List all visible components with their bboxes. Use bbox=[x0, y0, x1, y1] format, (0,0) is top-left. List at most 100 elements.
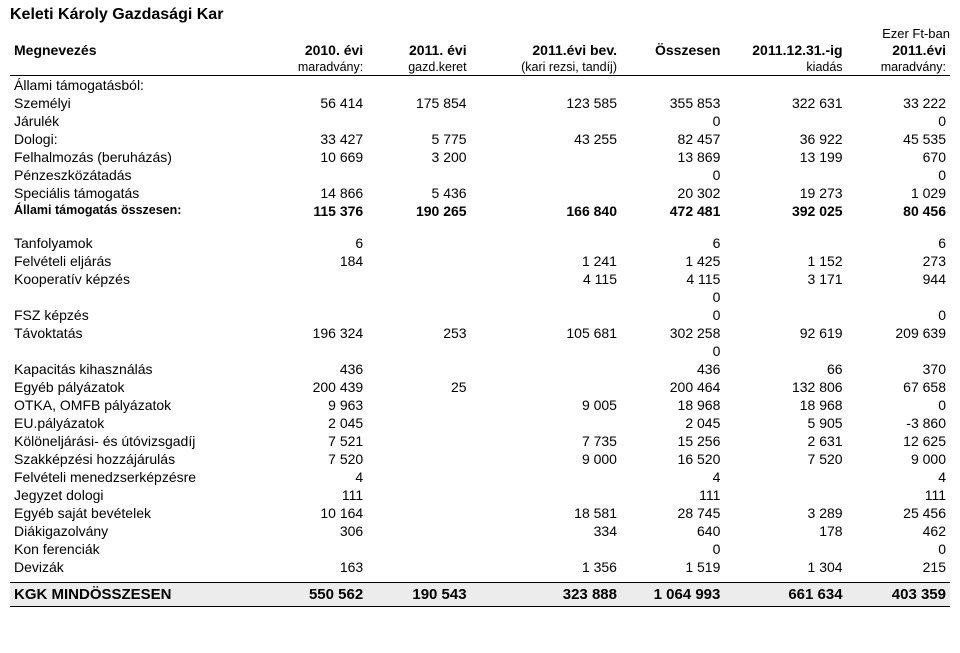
row-label: Egyéb pályázatok bbox=[10, 378, 273, 396]
row-cell: 36 922 bbox=[724, 130, 846, 148]
table-row: Pénzeszközátadás00 bbox=[10, 166, 950, 184]
col-sub-gazdkeret: gazd.keret bbox=[367, 59, 470, 76]
row-cell: 436 bbox=[621, 360, 724, 378]
row-cell bbox=[367, 540, 470, 558]
row-cell: 0 bbox=[847, 540, 950, 558]
col-sub-kiadas: kiadás bbox=[724, 59, 846, 76]
table-row: Felvételi eljárás1841 2411 4251 152273 bbox=[10, 252, 950, 270]
row-cell: 178 bbox=[724, 522, 846, 540]
row-cell: 18 968 bbox=[724, 396, 846, 414]
grand-total-table: KGK MINDÖSSZESEN 550 562 190 543 323 888… bbox=[10, 585, 950, 604]
row-cell: 25 bbox=[367, 378, 470, 396]
grand-total-v2: 190 543 bbox=[367, 585, 470, 604]
row-cell: 0 bbox=[621, 540, 724, 558]
row-cell: 80 456 bbox=[847, 202, 950, 220]
row-cell bbox=[367, 414, 470, 432]
row-cell bbox=[724, 468, 846, 486]
col-sub-karirezsi: (kari rezsi, tandíj) bbox=[471, 59, 621, 76]
row-cell: 3 171 bbox=[724, 270, 846, 288]
row-cell: 215 bbox=[847, 558, 950, 576]
row-cell: 670 bbox=[847, 148, 950, 166]
row-cell: 123 585 bbox=[471, 94, 621, 112]
grand-total-row: KGK MINDÖSSZESEN 550 562 190 543 323 888… bbox=[10, 585, 950, 604]
header-row-1: Megnevezés 2010. évi 2011. évi 2011.évi … bbox=[10, 41, 950, 59]
row-cell: 10 164 bbox=[273, 504, 367, 522]
header-row-2: maradvány: gazd.keret (kari rezsi, tandí… bbox=[10, 59, 950, 76]
row-cell bbox=[367, 504, 470, 522]
grand-total-v3: 323 888 bbox=[471, 585, 621, 604]
row-cell: 9 005 bbox=[471, 396, 621, 414]
row-label: Devizák bbox=[10, 558, 273, 576]
row-cell: 472 481 bbox=[621, 202, 724, 220]
row-cell bbox=[471, 540, 621, 558]
row-cell bbox=[367, 288, 470, 306]
row-cell bbox=[724, 486, 846, 504]
row-cell: 43 255 bbox=[471, 130, 621, 148]
col-kiadas: 2011.12.31.-ig bbox=[724, 41, 846, 59]
row-cell: 1 356 bbox=[471, 558, 621, 576]
row-label: Felhalmozás (beruházás) bbox=[10, 148, 273, 166]
row-cell: 2 631 bbox=[724, 432, 846, 450]
row-cell: 200 439 bbox=[273, 378, 367, 396]
table-row: 0 bbox=[10, 342, 950, 360]
row-cell bbox=[367, 450, 470, 468]
row-label: Felvételi menedzserképzésre bbox=[10, 468, 273, 486]
row-cell: 66 bbox=[724, 360, 846, 378]
col-2011evi-gazd: 2011. évi bbox=[367, 41, 470, 59]
table-row: Távoktatás196 324253105 681302 25892 619… bbox=[10, 324, 950, 342]
row-cell bbox=[367, 558, 470, 576]
row-cell: 25 456 bbox=[847, 504, 950, 522]
row-label: Speciális támogatás bbox=[10, 184, 273, 202]
row-cell: 3 289 bbox=[724, 504, 846, 522]
row-cell bbox=[273, 306, 367, 324]
row-cell: 0 bbox=[847, 306, 950, 324]
row-cell: 33 427 bbox=[273, 130, 367, 148]
col-sub-empty bbox=[10, 59, 273, 76]
row-label: Kölöneljárási- és útóvizsgadíj bbox=[10, 432, 273, 450]
table-row: Felvételi menedzserképzésre444 bbox=[10, 468, 950, 486]
row-cell: 334 bbox=[471, 522, 621, 540]
row-cell: 302 258 bbox=[621, 324, 724, 342]
row-label: Jegyzet dologi bbox=[10, 486, 273, 504]
table-row: Járulék00 bbox=[10, 112, 950, 130]
row-cell bbox=[471, 414, 621, 432]
row-cell bbox=[367, 396, 470, 414]
row-cell: 18 581 bbox=[471, 504, 621, 522]
row-cell bbox=[724, 540, 846, 558]
row-cell: 462 bbox=[847, 522, 950, 540]
row-label: Állami támogatás összesen: bbox=[10, 202, 273, 220]
row-label: Kapacitás kihasználás bbox=[10, 360, 273, 378]
grand-total-v1: 550 562 bbox=[273, 585, 367, 604]
row-cell: 10 669 bbox=[273, 148, 367, 166]
row-cell bbox=[367, 166, 470, 184]
row-cell bbox=[273, 288, 367, 306]
col-sub-maradvany2: maradvány: bbox=[847, 59, 950, 76]
row-cell: 0 bbox=[847, 166, 950, 184]
table-row: Egyéb saját bevételek10 16418 58128 7453… bbox=[10, 504, 950, 522]
row-cell: -3 860 bbox=[847, 414, 950, 432]
row-cell bbox=[367, 270, 470, 288]
row-cell bbox=[471, 360, 621, 378]
row-cell: 7 520 bbox=[724, 450, 846, 468]
col-2010evi: 2010. évi bbox=[273, 41, 367, 59]
row-cell: 200 464 bbox=[621, 378, 724, 396]
table-row: Devizák1631 3561 5191 304215 bbox=[10, 558, 950, 576]
row-cell: 28 745 bbox=[621, 504, 724, 522]
table-row: OTKA, OMFB pályázatok9 9639 00518 96818 … bbox=[10, 396, 950, 414]
grand-total-v6: 403 359 bbox=[847, 585, 950, 604]
row-cell bbox=[724, 288, 846, 306]
row-cell: 175 854 bbox=[367, 94, 470, 112]
row-cell: 0 bbox=[847, 396, 950, 414]
row-cell: 0 bbox=[621, 112, 724, 130]
row-cell bbox=[471, 288, 621, 306]
col-2011evi-maradvany: 2011.évi bbox=[847, 41, 950, 59]
row-cell: 0 bbox=[621, 166, 724, 184]
row-cell: 1 304 bbox=[724, 558, 846, 576]
grand-total-v4: 1 064 993 bbox=[621, 585, 724, 604]
row-cell: 13 869 bbox=[621, 148, 724, 166]
spacer-row bbox=[10, 220, 950, 234]
row-cell: 2 045 bbox=[621, 414, 724, 432]
table-row: Kooperatív képzés4 1154 1153 171944 bbox=[10, 270, 950, 288]
row-label: Kooperatív képzés bbox=[10, 270, 273, 288]
row-cell: 392 025 bbox=[724, 202, 846, 220]
